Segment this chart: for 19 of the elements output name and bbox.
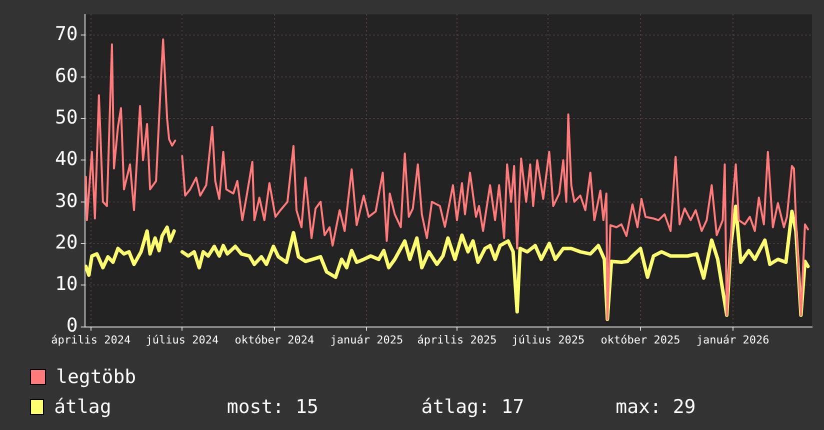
text: max: 29 <box>616 396 697 418</box>
y-tick-label: 30 <box>54 190 78 212</box>
legend-label: legtöbb <box>56 366 138 388</box>
y-tick-label: 70 <box>54 23 78 46</box>
x-tick-label: július 2025 <box>512 333 585 346</box>
y-tick-label: 50 <box>54 106 78 128</box>
x-tick-label: április 2025 <box>417 333 497 346</box>
x-tick-label: január 2025 <box>330 333 404 346</box>
y-tick-label: 60 <box>54 64 78 87</box>
legend-label: átlag <box>54 396 112 418</box>
x-tick-label: január 2026 <box>696 333 770 346</box>
y-tick-label: 20 <box>54 231 78 254</box>
text: átlag: 17 <box>421 396 526 418</box>
x-tick-label: július 2024 <box>146 333 219 346</box>
text: most: 15 <box>226 396 320 418</box>
y-tick-label: 10 <box>54 273 78 296</box>
x-tick-label: október 2024 <box>234 333 315 346</box>
y-tick-label: 40 <box>54 148 78 170</box>
x-tick-label: október 2025 <box>600 333 680 346</box>
